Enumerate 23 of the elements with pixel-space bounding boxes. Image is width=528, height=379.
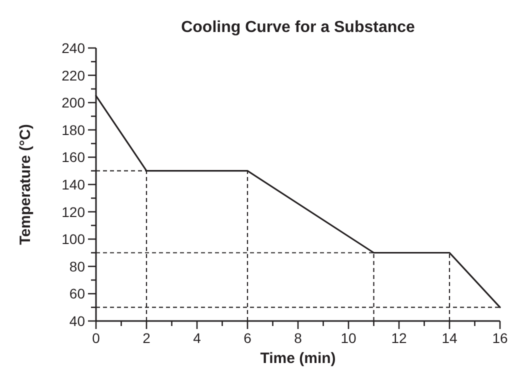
x-axis-title: Time (min)	[260, 350, 336, 367]
y-tick-label: 140	[62, 176, 86, 192]
y-tick-label: 200	[62, 94, 86, 111]
y-tick-label: 120	[62, 204, 86, 220]
y-tick-label: 40	[69, 313, 86, 329]
x-tick-label: 2	[142, 330, 151, 346]
y-tick-label: 80	[69, 258, 86, 274]
x-tick-label: 14	[442, 330, 458, 346]
x-tick-label: 6	[244, 330, 252, 346]
x-tick-label: 4	[193, 330, 202, 346]
y-tick-label: 160	[62, 149, 86, 166]
x-tick-label: 12	[391, 330, 407, 346]
x-tick-label: 0	[92, 330, 100, 346]
y-tick-label: 60	[69, 286, 86, 302]
chart-title: Cooling Curve for a Substance	[181, 19, 416, 36]
y-tick-label: 180	[62, 122, 86, 138]
y-axis-title: Temperature (°C)	[17, 124, 34, 245]
y-tick-label: 220	[62, 67, 86, 84]
x-tick-label: 10	[340, 330, 356, 346]
x-tick-label: 16	[492, 330, 508, 346]
y-tick-label: 100	[62, 231, 86, 248]
y-tick-label: 240	[62, 40, 86, 56]
x-tick-label: 8	[294, 330, 302, 346]
